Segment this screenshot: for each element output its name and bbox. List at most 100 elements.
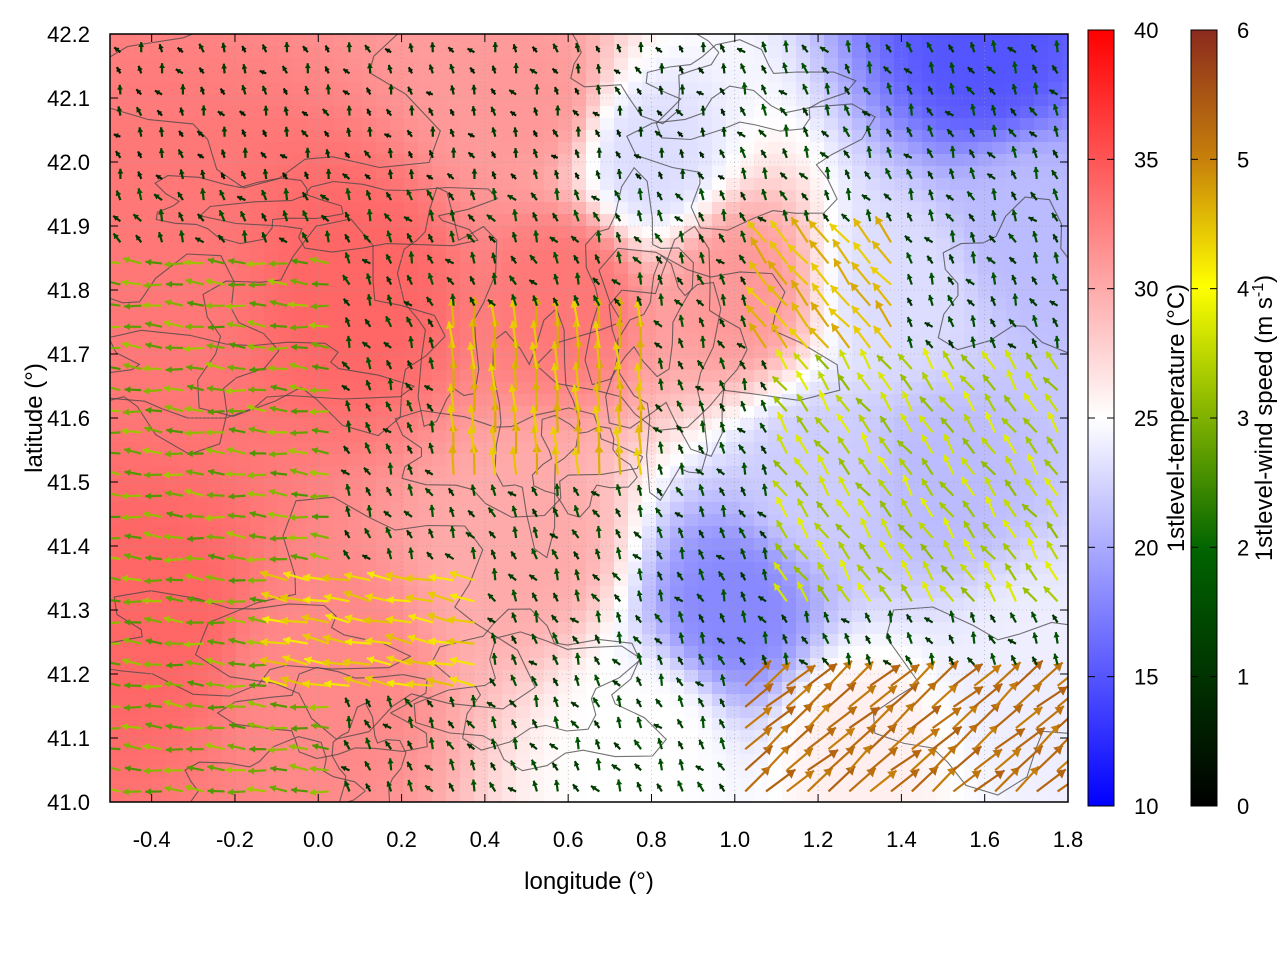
heatmap-cell — [600, 742, 615, 755]
plot-area — [110, 34, 1068, 802]
heatmap-cell — [334, 334, 349, 347]
heatmap-cell — [684, 598, 699, 611]
heatmap-cell — [250, 706, 265, 719]
heatmap-cell — [628, 130, 643, 143]
heatmap-cell — [432, 262, 447, 275]
heatmap-cell — [544, 202, 559, 215]
heatmap-cell — [474, 118, 489, 131]
heatmap-cell — [306, 358, 321, 371]
heatmap-cell — [138, 670, 153, 683]
heatmap-cell — [236, 346, 251, 359]
heatmap-cell — [866, 190, 881, 203]
heatmap-cell — [628, 622, 643, 635]
heatmap-cell — [922, 418, 937, 431]
heatmap-cell — [796, 286, 811, 299]
heatmap-cell — [642, 466, 657, 479]
heatmap-cell — [1034, 454, 1049, 467]
heatmap-cell — [264, 418, 279, 431]
heatmap-cell — [278, 118, 293, 131]
heatmap-cell — [306, 622, 321, 635]
heatmap-cell — [628, 226, 643, 239]
heatmap-cell — [936, 190, 951, 203]
heatmap-cell — [502, 130, 517, 143]
heatmap-cell — [642, 274, 657, 287]
heatmap-cell — [222, 370, 237, 383]
heatmap-cell — [600, 298, 615, 311]
heatmap-cell — [964, 178, 979, 191]
heatmap-cell — [250, 394, 265, 407]
heatmap-cell — [740, 346, 755, 359]
heatmap-cell — [236, 274, 251, 287]
heatmap-cell — [908, 214, 923, 227]
heatmap-cell — [656, 514, 671, 527]
heatmap-cell — [138, 754, 153, 767]
heatmap-cell — [992, 586, 1007, 599]
heatmap-cell — [558, 610, 573, 623]
heatmap-cell — [530, 34, 545, 47]
heatmap-cell — [1062, 82, 1068, 95]
heatmap-cell — [292, 286, 307, 299]
heatmap-cell — [586, 370, 601, 383]
heatmap-cell — [166, 646, 181, 659]
heatmap-cell — [264, 322, 279, 335]
heatmap-cell — [586, 202, 601, 215]
heatmap-cell — [278, 142, 293, 155]
heatmap-cell — [516, 382, 531, 395]
heatmap-cell — [236, 322, 251, 335]
heatmap-cell — [684, 670, 699, 683]
heatmap-cell — [880, 130, 895, 143]
heatmap-cell — [572, 154, 587, 167]
heatmap-cell — [376, 382, 391, 395]
heatmap-cell — [390, 226, 405, 239]
heatmap-cell — [152, 46, 167, 59]
heatmap-cell — [558, 238, 573, 251]
heatmap-cell — [600, 382, 615, 395]
heatmap-cell — [600, 178, 615, 191]
heatmap-cell — [1062, 346, 1068, 359]
heatmap-cell — [824, 214, 839, 227]
heatmap-cell — [362, 646, 377, 659]
heatmap-cell — [1062, 226, 1068, 239]
heatmap-cell — [152, 262, 167, 275]
heatmap-cell — [334, 262, 349, 275]
heatmap-cell — [726, 730, 741, 743]
heatmap-cell — [824, 346, 839, 359]
heatmap-cell — [698, 658, 713, 671]
heatmap-cell — [152, 166, 167, 179]
heatmap-cell — [306, 214, 321, 227]
heatmap-cell — [782, 730, 797, 743]
heatmap-cell — [684, 70, 699, 83]
heatmap-cell — [670, 154, 685, 167]
heatmap-cell — [642, 670, 657, 683]
heatmap-cell — [558, 94, 573, 107]
heatmap-cell — [614, 706, 629, 719]
heatmap-cell — [264, 286, 279, 299]
heatmap-cell — [1020, 406, 1035, 419]
heatmap-cell — [152, 298, 167, 311]
heatmap-cell — [222, 562, 237, 575]
heatmap-cell — [1034, 418, 1049, 431]
heatmap-cell — [166, 106, 181, 119]
heatmap-cell — [642, 82, 657, 95]
heatmap-cell — [460, 202, 475, 215]
heatmap-cell — [488, 370, 503, 383]
heatmap-cell — [754, 370, 769, 383]
heatmap-cell — [936, 622, 951, 635]
heatmap-cell — [152, 706, 167, 719]
heatmap-cell — [236, 454, 251, 467]
heatmap-cell — [936, 130, 951, 143]
heatmap-cell — [1062, 370, 1068, 383]
heatmap-cell — [110, 178, 125, 191]
heatmap-cell — [348, 298, 363, 311]
heatmap-cell — [1006, 226, 1021, 239]
heatmap-cell — [852, 790, 867, 802]
heatmap-cell — [726, 274, 741, 287]
heatmap-cell — [180, 562, 195, 575]
heatmap-cell — [656, 622, 671, 635]
heatmap-cell — [782, 334, 797, 347]
heatmap-cell — [796, 250, 811, 263]
heatmap-cell — [236, 634, 251, 647]
heatmap-cell — [516, 706, 531, 719]
heatmap-cell — [222, 226, 237, 239]
heatmap-cell — [768, 154, 783, 167]
